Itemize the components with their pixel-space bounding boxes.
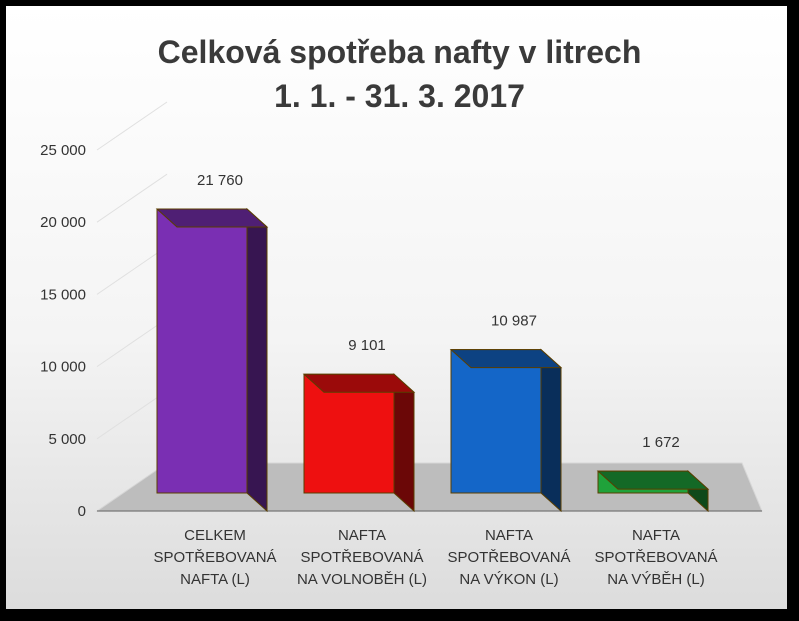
gridline [96,173,168,223]
bar [156,208,248,494]
x-tick-label: SPOTŘEBOVANÁ [300,549,423,566]
bar-top [449,349,563,369]
y-tick-label: 20 000 [40,214,86,231]
chart-title: Celková spotřeba nafty v litrech 1. 1. -… [0,30,799,118]
y-tick-label: 5 000 [48,431,86,448]
bar-side [540,348,562,513]
x-tick-label: NA VOLNOBĚH (L) [297,571,427,588]
chart-title-line-2: 1. 1. - 31. 3. 2017 [274,78,525,114]
y-tick-label: 10 000 [40,359,86,376]
bar-top [596,470,710,490]
data-label: 9 101 [348,337,386,354]
gridline [96,318,168,368]
bar-side [393,373,415,513]
x-tick-label: NAFTA [338,527,386,544]
gridline [96,390,168,440]
x-tick-label: SPOTŘEBOVANÁ [594,549,717,566]
data-label: 1 672 [642,434,680,451]
bar [450,349,542,494]
gridline [96,101,168,151]
chart-title-line-1: Celková spotřeba nafty v litrech [157,34,642,70]
x-tick-label: SPOTŘEBOVANÁ [447,549,570,566]
x-tick-label: SPOTŘEBOVANÁ [153,549,276,566]
y-tick-label: 15 000 [40,286,86,303]
x-tick-label: NAFTA [485,527,533,544]
bar [303,373,395,494]
y-tick-label: 0 [78,503,86,520]
data-label: 21 760 [197,172,243,189]
x-tick-label: CELKEM [184,527,246,544]
x-tick-label: NAFTA (L) [180,571,250,588]
data-label: 10 987 [491,313,537,330]
bar-side [246,207,268,513]
bar-top [155,208,269,228]
x-tick-label: NA VÝKON (L) [459,571,558,588]
x-tick-label: NA VÝBĚH (L) [607,571,705,588]
x-tick-label: NAFTA [632,527,680,544]
gridline [96,245,168,295]
y-tick-label: 25 000 [40,142,86,159]
bar-top [302,373,416,393]
